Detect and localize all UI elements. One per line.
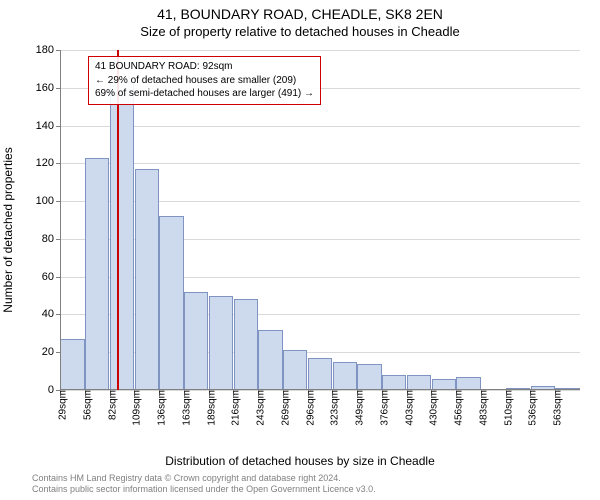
y-tick-label: 160 xyxy=(36,82,60,94)
gridline xyxy=(60,163,580,164)
y-tick-label: 60 xyxy=(42,271,60,283)
histogram-bar xyxy=(407,375,431,390)
histogram-bar xyxy=(283,350,307,390)
y-tick-label: 120 xyxy=(36,157,60,169)
histogram-bar xyxy=(184,292,208,390)
x-tick-label: 216sqm xyxy=(225,390,242,426)
histogram-bar xyxy=(209,296,233,390)
infobox-line-smaller: ← 29% of detached houses are smaller (20… xyxy=(95,74,314,88)
x-tick-label: 430sqm xyxy=(423,390,440,426)
y-tick-label: 140 xyxy=(36,120,60,132)
histogram-bar xyxy=(135,169,159,390)
y-tick-label: 40 xyxy=(42,308,60,320)
x-tick-label: 109sqm xyxy=(126,390,143,426)
gridline xyxy=(60,50,580,51)
footnote-line-2: Contains public sector information licen… xyxy=(32,484,590,495)
infobox-line-size: 41 BOUNDARY ROAD: 92sqm xyxy=(95,60,314,74)
x-tick-label: 243sqm xyxy=(250,390,267,426)
histogram-bar xyxy=(110,82,134,390)
histogram-bar xyxy=(357,364,381,390)
x-tick-label: 483sqm xyxy=(472,390,489,426)
x-axis-line xyxy=(60,389,580,390)
y-axis-label: Number of detached properties xyxy=(1,65,15,230)
chart-subtitle: Size of property relative to detached ho… xyxy=(0,24,600,39)
y-tick-label: 100 xyxy=(36,195,60,207)
y-tick-label: 20 xyxy=(42,346,60,358)
gridline xyxy=(60,126,580,127)
y-tick-label: 180 xyxy=(36,44,60,56)
x-tick-label: 349sqm xyxy=(349,390,366,426)
x-tick-label: 29sqm xyxy=(52,390,69,420)
x-tick-label: 376sqm xyxy=(373,390,390,426)
x-tick-label: 510sqm xyxy=(497,390,514,426)
property-info-box: 41 BOUNDARY ROAD: 92sqm ← 29% of detache… xyxy=(88,56,321,105)
y-axis-line xyxy=(60,50,61,390)
chart-title-address: 41, BOUNDARY ROAD, CHEADLE, SK8 2EN xyxy=(0,6,600,22)
histogram-bar xyxy=(333,362,357,390)
histogram-bar xyxy=(159,216,183,390)
infobox-line-larger: 69% of semi-detached houses are larger (… xyxy=(95,87,314,101)
x-tick-label: 323sqm xyxy=(324,390,341,426)
footnote-line-1: Contains HM Land Registry data © Crown c… xyxy=(32,473,590,484)
x-tick-label: 536sqm xyxy=(522,390,539,426)
x-tick-label: 56sqm xyxy=(76,390,93,420)
x-tick-label: 136sqm xyxy=(151,390,168,426)
histogram-bar xyxy=(258,330,282,390)
histogram-bar xyxy=(382,375,406,390)
histogram-bar xyxy=(308,358,332,390)
x-tick-label: 269sqm xyxy=(274,390,291,426)
histogram-bar xyxy=(234,299,258,390)
histogram-bar xyxy=(85,158,109,390)
histogram-bar xyxy=(60,339,84,390)
x-tick-label: 163sqm xyxy=(175,390,192,426)
x-tick-label: 403sqm xyxy=(398,390,415,426)
footnote: Contains HM Land Registry data © Crown c… xyxy=(32,473,590,495)
x-tick-label: 296sqm xyxy=(299,390,316,426)
x-tick-label: 563sqm xyxy=(547,390,564,426)
property-size-chart: 41, BOUNDARY ROAD, CHEADLE, SK8 2EN Size… xyxy=(0,0,600,500)
x-axis-label: Distribution of detached houses by size … xyxy=(0,454,600,468)
x-tick-label: 82sqm xyxy=(101,390,118,420)
x-tick-label: 456sqm xyxy=(448,390,465,426)
x-tick-label: 189sqm xyxy=(200,390,217,426)
y-tick-label: 80 xyxy=(42,233,60,245)
